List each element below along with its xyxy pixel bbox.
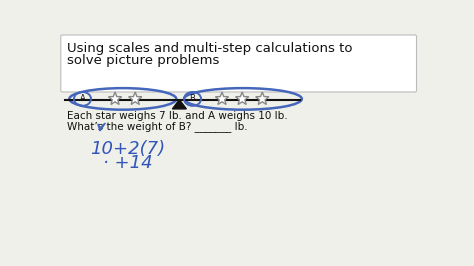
Text: A: A [80,94,85,103]
Polygon shape [255,92,269,105]
Text: What’s the weight of B? _______ lb.: What’s the weight of B? _______ lb. [67,121,247,132]
Polygon shape [173,100,186,109]
Text: · +14: · +14 [103,153,153,172]
Polygon shape [109,92,122,105]
FancyBboxPatch shape [61,35,417,92]
Text: 10+2(7): 10+2(7) [90,140,165,158]
Text: Using scales and multi-step calculations to: Using scales and multi-step calculations… [67,42,353,55]
Polygon shape [236,92,249,105]
Text: B: B [190,94,195,103]
Polygon shape [128,92,142,105]
Text: solve picture problems: solve picture problems [67,54,219,67]
Polygon shape [215,92,228,105]
Text: Each star weighs 7 lb. and A weighs 10 lb.: Each star weighs 7 lb. and A weighs 10 l… [67,111,288,121]
